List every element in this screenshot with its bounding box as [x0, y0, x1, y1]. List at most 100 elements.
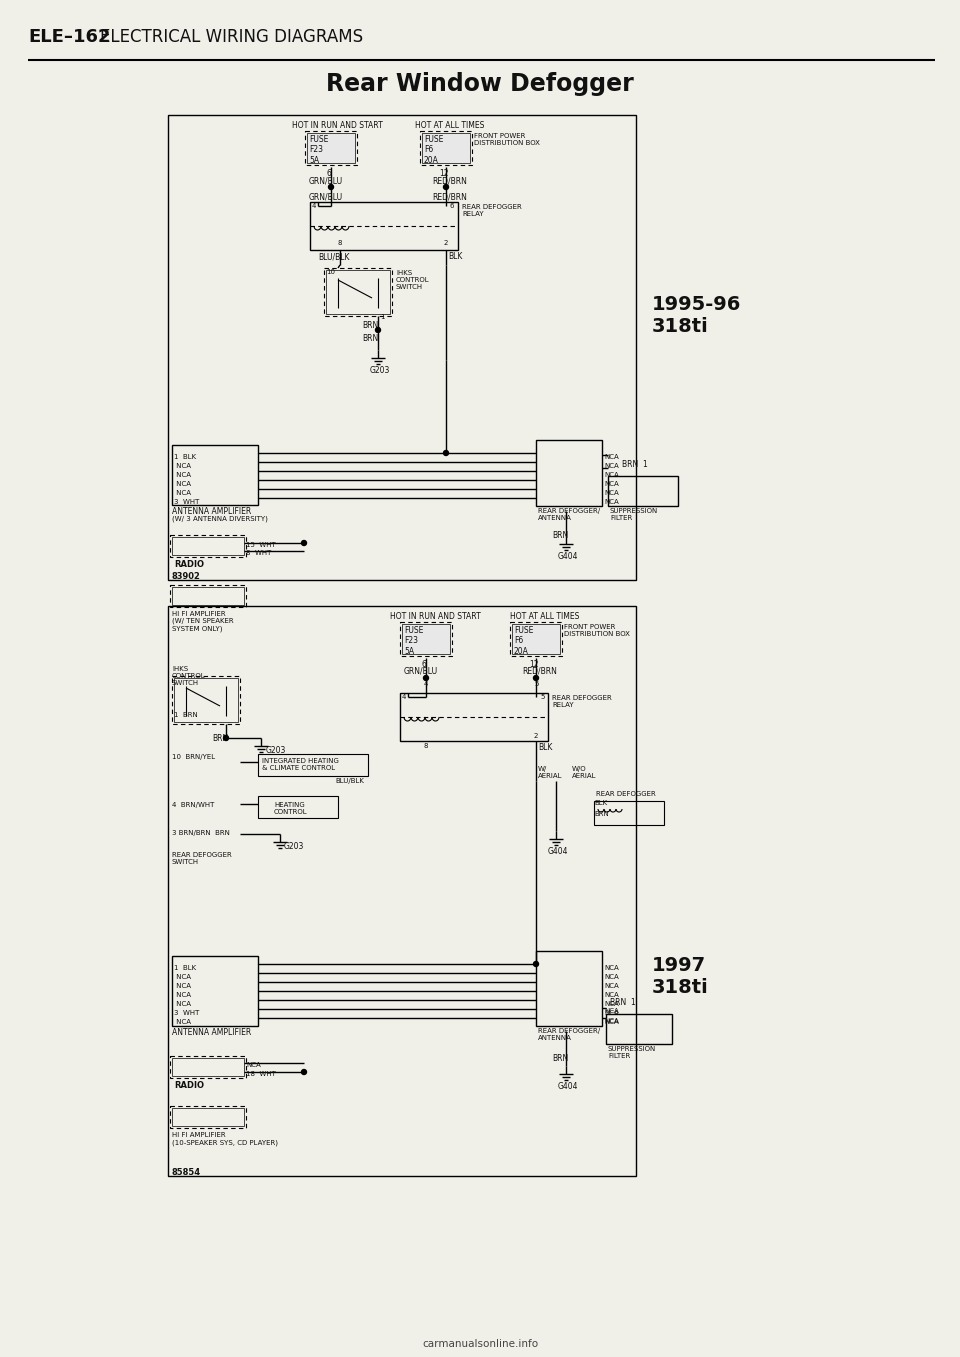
- Text: 1997
318ti: 1997 318ti: [652, 955, 708, 997]
- Bar: [174, 678, 238, 722]
- Bar: [172, 1058, 244, 1076]
- Text: FUSE
F23
5A: FUSE F23 5A: [404, 626, 423, 655]
- Circle shape: [534, 676, 539, 680]
- Text: 4: 4: [402, 693, 406, 700]
- Text: NCA: NCA: [604, 1019, 619, 1025]
- Text: NCA: NCA: [174, 480, 191, 487]
- Text: NCA: NCA: [604, 1008, 619, 1014]
- Text: BLU/BLK: BLU/BLK: [335, 778, 364, 784]
- Text: 15  WHT: 15 WHT: [246, 541, 276, 548]
- Circle shape: [301, 1069, 306, 1075]
- Text: 8: 8: [424, 744, 428, 749]
- Text: 18  WHT: 18 WHT: [246, 1071, 276, 1077]
- Text: HOT AT ALL TIMES: HOT AT ALL TIMES: [415, 121, 485, 130]
- Text: NCA: NCA: [174, 1019, 191, 1025]
- Text: G203: G203: [370, 366, 391, 375]
- Text: 10  BRN/YEL: 10 BRN/YEL: [172, 754, 215, 760]
- Text: NCA: NCA: [604, 965, 619, 972]
- Bar: [172, 676, 240, 725]
- Bar: [172, 445, 258, 505]
- Bar: [324, 267, 392, 316]
- Text: BRN: BRN: [362, 334, 378, 343]
- Text: 6: 6: [421, 660, 426, 669]
- Text: BLK: BLK: [594, 801, 607, 806]
- Text: HOT IN RUN AND START: HOT IN RUN AND START: [390, 612, 481, 622]
- Bar: [594, 801, 664, 825]
- Bar: [420, 132, 472, 166]
- Text: NCA: NCA: [174, 490, 191, 497]
- Text: RED/BRN: RED/BRN: [522, 668, 557, 676]
- Text: RED/BRN: RED/BRN: [432, 176, 467, 185]
- Text: FRONT POWER
DISTRIBUTION BOX: FRONT POWER DISTRIBUTION BOX: [564, 624, 630, 636]
- Text: REAR DEFOGGER
SWITCH: REAR DEFOGGER SWITCH: [172, 852, 231, 864]
- Bar: [536, 951, 602, 1026]
- Circle shape: [301, 540, 306, 546]
- Text: W/
AERIAL: W/ AERIAL: [538, 765, 563, 779]
- Bar: [170, 1106, 246, 1128]
- Text: IHKS
CONTROL
SWITCH: IHKS CONTROL SWITCH: [396, 270, 430, 290]
- Bar: [512, 624, 560, 654]
- Text: HI FI AMPLIFIER
(W/ TEN SPEAKER
SYSTEM ONLY): HI FI AMPLIFIER (W/ TEN SPEAKER SYSTEM O…: [172, 611, 233, 632]
- Circle shape: [224, 735, 228, 741]
- Text: BRN  1: BRN 1: [622, 460, 648, 470]
- Text: FRONT POWER
DISTRIBUTION BOX: FRONT POWER DISTRIBUTION BOX: [474, 133, 540, 147]
- Circle shape: [328, 185, 333, 190]
- Text: 5: 5: [534, 681, 539, 687]
- Circle shape: [444, 451, 448, 456]
- Text: 1995-96
318ti: 1995-96 318ti: [652, 294, 741, 337]
- Text: NCA: NCA: [174, 472, 191, 478]
- Text: NCA: NCA: [604, 1010, 619, 1016]
- Text: W/O
AERIAL: W/O AERIAL: [572, 765, 596, 779]
- Text: 2: 2: [444, 240, 448, 246]
- Text: INTEGRATED HEATING
& CLIMATE CONTROL: INTEGRATED HEATING & CLIMATE CONTROL: [262, 759, 339, 771]
- Bar: [172, 955, 258, 1026]
- Text: NCA: NCA: [604, 455, 619, 460]
- Text: FUSE
F23
5A: FUSE F23 5A: [309, 134, 328, 164]
- Bar: [400, 693, 548, 741]
- Text: 3 BRN/BRN  BRN: 3 BRN/BRN BRN: [172, 830, 229, 836]
- Text: 8  WHT: 8 WHT: [246, 550, 272, 556]
- Text: NCA: NCA: [604, 499, 619, 505]
- Circle shape: [444, 185, 448, 190]
- Text: REAR DEFOGGER/
ANTENNA: REAR DEFOGGER/ ANTENNA: [538, 508, 600, 521]
- Text: 83902: 83902: [172, 573, 201, 581]
- Text: 2: 2: [534, 733, 539, 740]
- Bar: [400, 622, 452, 655]
- Text: 1  BLK: 1 BLK: [174, 965, 196, 972]
- Text: REAR DEFOGGER/
ANTENNA: REAR DEFOGGER/ ANTENNA: [538, 1029, 600, 1041]
- Text: ELECTRICAL WIRING DIAGRAMS: ELECTRICAL WIRING DIAGRAMS: [100, 28, 363, 46]
- Bar: [422, 133, 470, 163]
- Text: NCA: NCA: [604, 480, 619, 487]
- Text: carmanualsonline.info: carmanualsonline.info: [422, 1339, 538, 1349]
- Text: ELE–162: ELE–162: [28, 28, 110, 46]
- Text: 1: 1: [380, 313, 385, 320]
- Text: 4: 4: [312, 204, 317, 209]
- Circle shape: [423, 676, 428, 680]
- Text: NCA: NCA: [604, 472, 619, 478]
- Text: G203: G203: [266, 746, 286, 754]
- Text: NCA: NCA: [604, 463, 619, 470]
- Bar: [170, 585, 246, 607]
- Bar: [258, 754, 368, 776]
- Bar: [307, 133, 355, 163]
- Circle shape: [534, 962, 539, 966]
- Text: SUPPRESSION
FILTER: SUPPRESSION FILTER: [610, 508, 659, 521]
- Text: 8: 8: [338, 240, 343, 246]
- Bar: [172, 588, 244, 605]
- Text: NCA: NCA: [604, 490, 619, 497]
- Bar: [402, 624, 450, 654]
- Text: 12: 12: [529, 660, 539, 669]
- Bar: [608, 476, 678, 506]
- Text: NCA: NCA: [174, 1001, 191, 1007]
- Bar: [305, 132, 357, 166]
- Text: 4: 4: [424, 681, 428, 687]
- Text: BRN: BRN: [552, 531, 568, 540]
- Bar: [168, 115, 636, 579]
- Text: NCA: NCA: [604, 974, 619, 980]
- Text: REAR DEFOGGER
RELAY: REAR DEFOGGER RELAY: [552, 695, 612, 708]
- Text: NCA: NCA: [604, 1001, 619, 1007]
- Text: 4  BRN/WHT: 4 BRN/WHT: [172, 802, 214, 807]
- Text: NCA: NCA: [174, 974, 191, 980]
- Text: G404: G404: [558, 1082, 579, 1091]
- Text: HEATING
CONTROL: HEATING CONTROL: [274, 802, 307, 816]
